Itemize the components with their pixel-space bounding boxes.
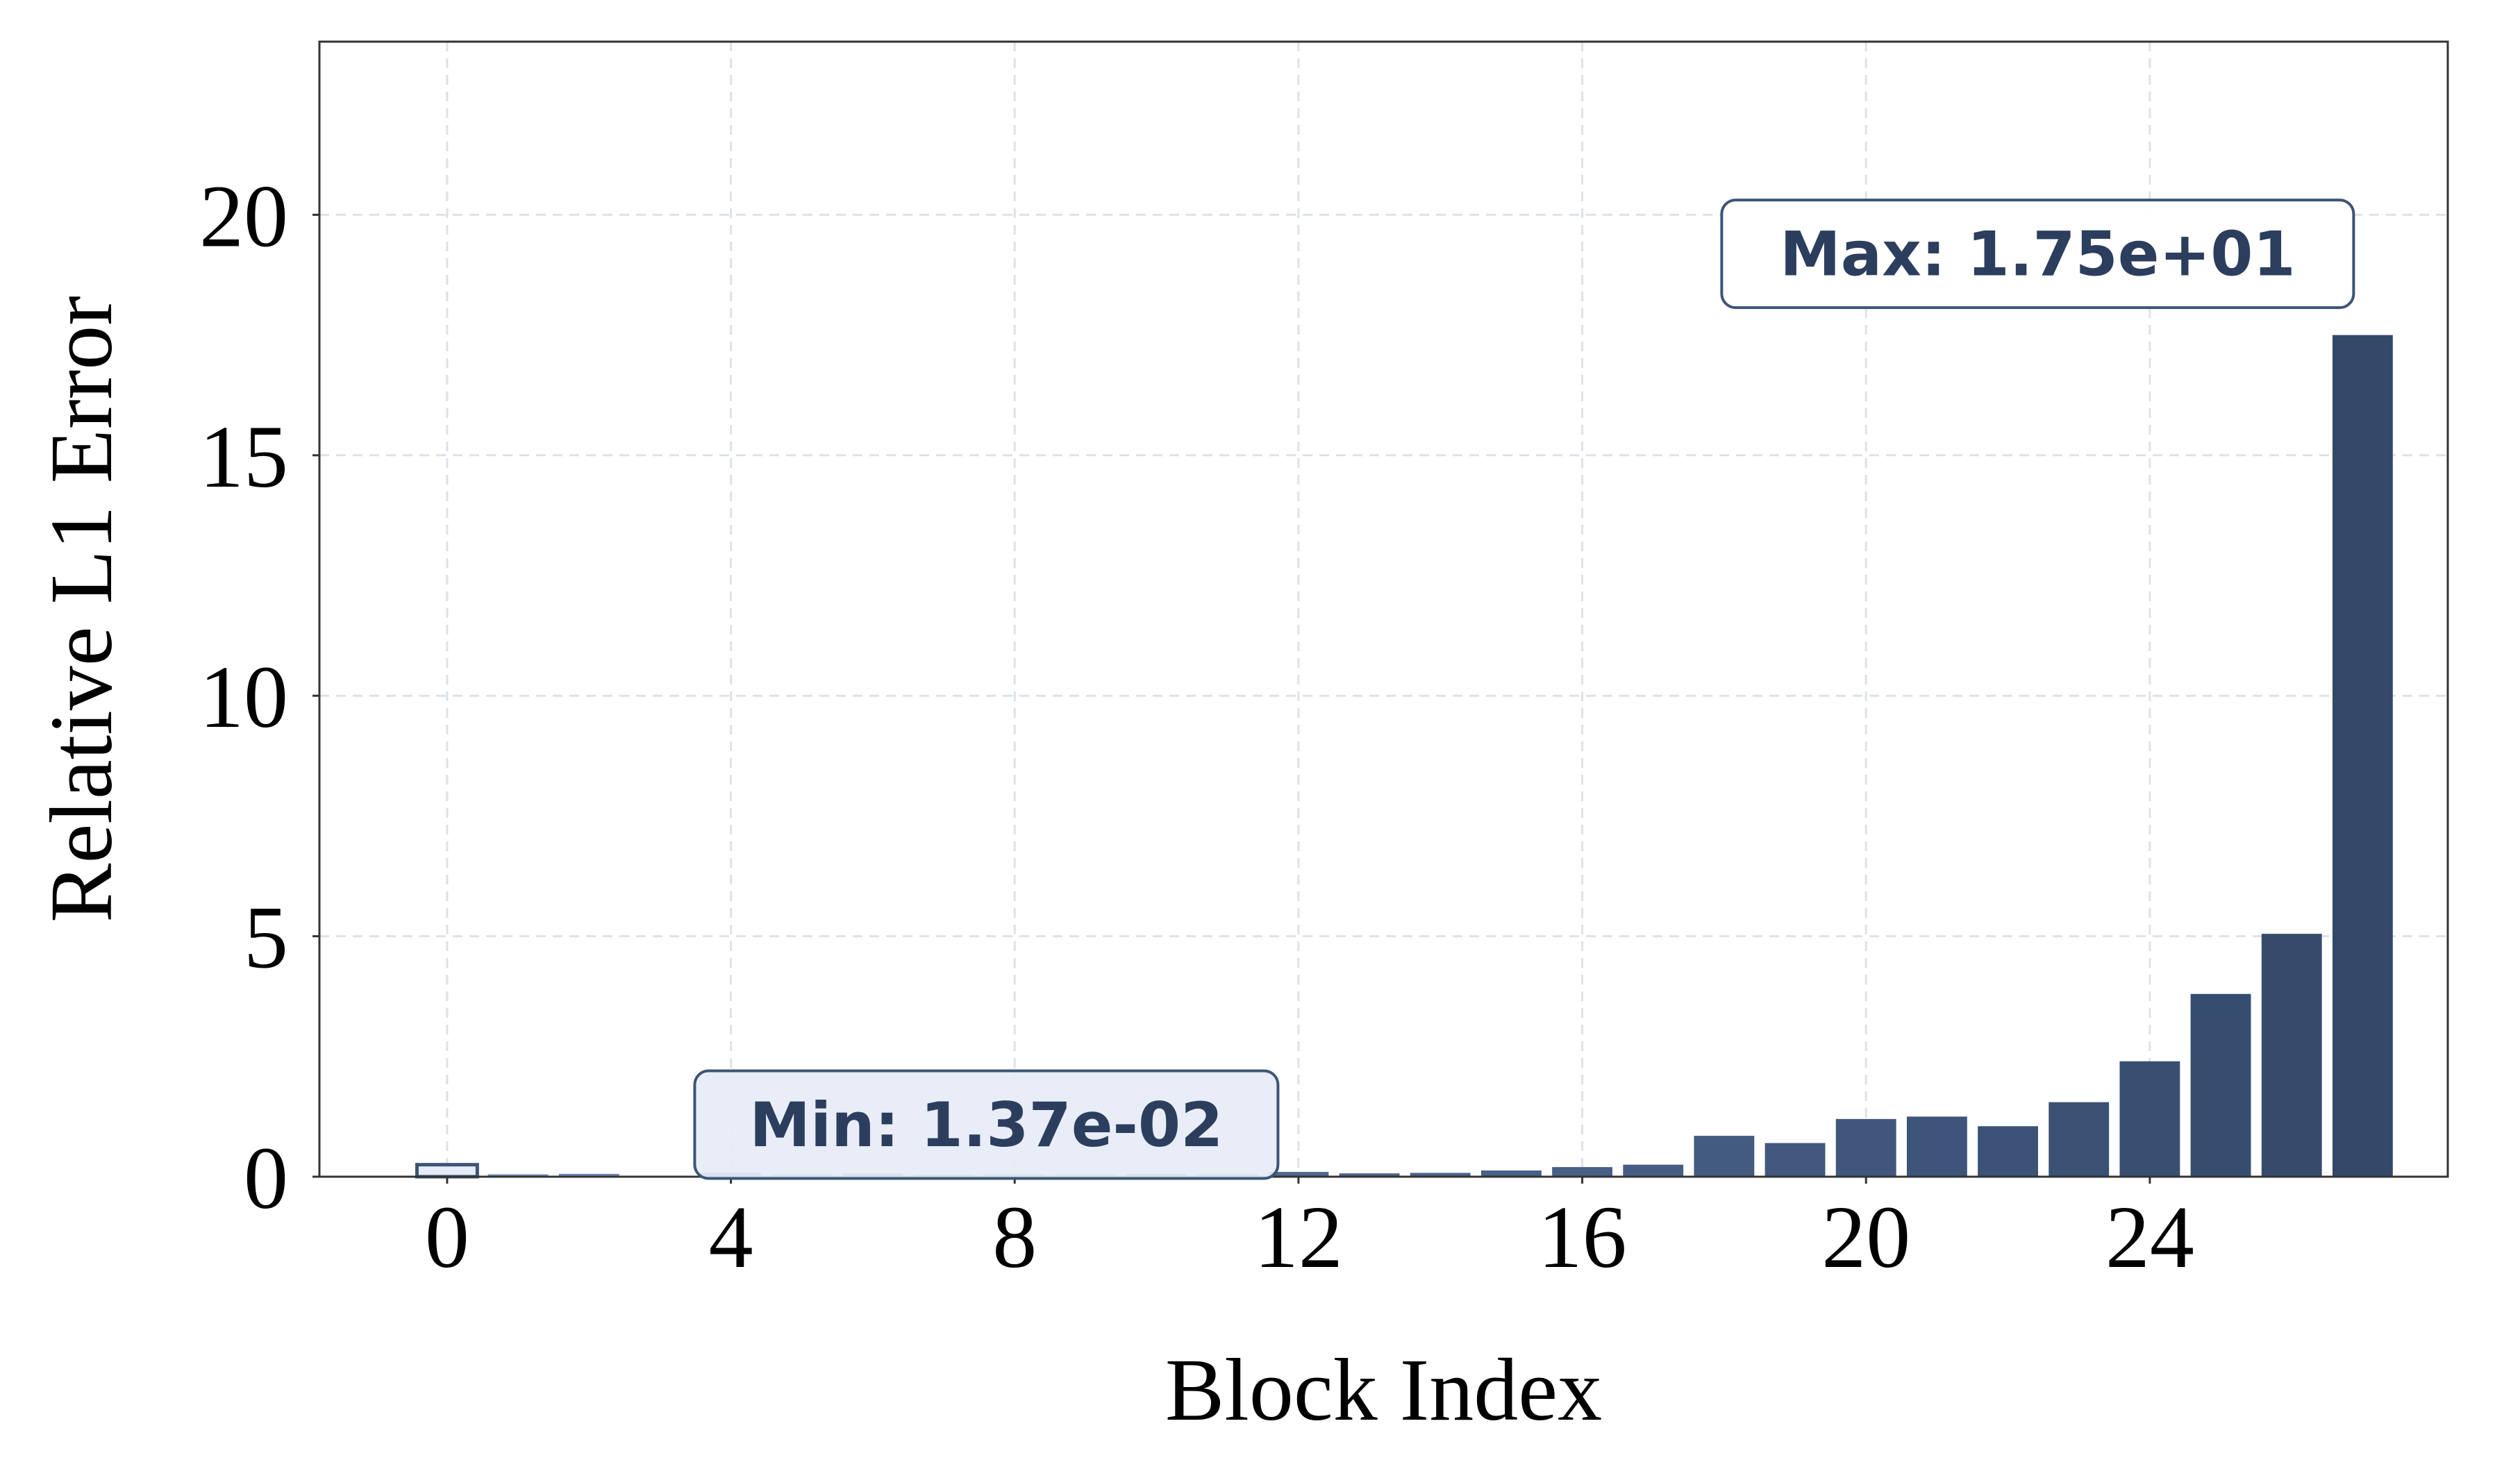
x-tick-label: 16 bbox=[1538, 1188, 1627, 1286]
bar bbox=[1268, 1172, 1329, 1177]
y-tick-label: 20 bbox=[199, 167, 288, 265]
y-tick-label: 5 bbox=[244, 889, 288, 987]
bar bbox=[1978, 1126, 2038, 1177]
bar bbox=[558, 1173, 619, 1177]
x-tick-label: 20 bbox=[1821, 1188, 1910, 1286]
y-tick-label: 15 bbox=[199, 408, 288, 506]
bar bbox=[1906, 1116, 1967, 1177]
bar bbox=[2261, 934, 2322, 1177]
bar bbox=[1694, 1136, 1755, 1177]
x-tick-label: 4 bbox=[709, 1188, 753, 1286]
bars bbox=[415, 335, 2393, 1179]
bar bbox=[1764, 1143, 1826, 1177]
axis-ticks: 0 4 8 12 16 20 24 0 5 10 15 20 bbox=[199, 167, 2194, 1286]
y-tick-label: 10 bbox=[199, 648, 288, 746]
bar bbox=[1339, 1173, 1400, 1177]
x-tick-label: 0 bbox=[425, 1188, 469, 1286]
min-annotation-text: Min: 1.37e-02 bbox=[749, 1089, 1223, 1161]
bar bbox=[1410, 1173, 1471, 1177]
x-axis-label: Block Index bbox=[1165, 1341, 1602, 1439]
max-annotation-text: Max: 1.75e+01 bbox=[1780, 219, 2296, 290]
y-tick-label: 0 bbox=[244, 1129, 288, 1227]
x-tick-label: 8 bbox=[992, 1188, 1037, 1286]
bar bbox=[1552, 1167, 1612, 1177]
y-axis-label: Relative L1 Error bbox=[32, 296, 131, 923]
max-annotation-box bbox=[1720, 199, 2355, 310]
bar bbox=[2332, 335, 2393, 1177]
bar bbox=[2119, 1061, 2180, 1177]
bar bbox=[487, 1174, 549, 1177]
plot-frame bbox=[318, 40, 2449, 1178]
annotations: Min: 1.37e-02 Max: 1.75e+01 bbox=[693, 199, 2355, 1180]
bar bbox=[2190, 993, 2251, 1177]
bar bbox=[1623, 1164, 1684, 1177]
min-annotation-box bbox=[693, 1069, 1280, 1180]
x-tick-label: 24 bbox=[2105, 1188, 2194, 1286]
x-tick-label: 12 bbox=[1254, 1188, 1343, 1286]
grid-lines bbox=[319, 42, 2448, 1178]
bar bbox=[2048, 1102, 2110, 1177]
bar bbox=[1835, 1118, 1896, 1177]
bar bbox=[415, 1163, 479, 1179]
bar bbox=[1480, 1170, 1542, 1177]
